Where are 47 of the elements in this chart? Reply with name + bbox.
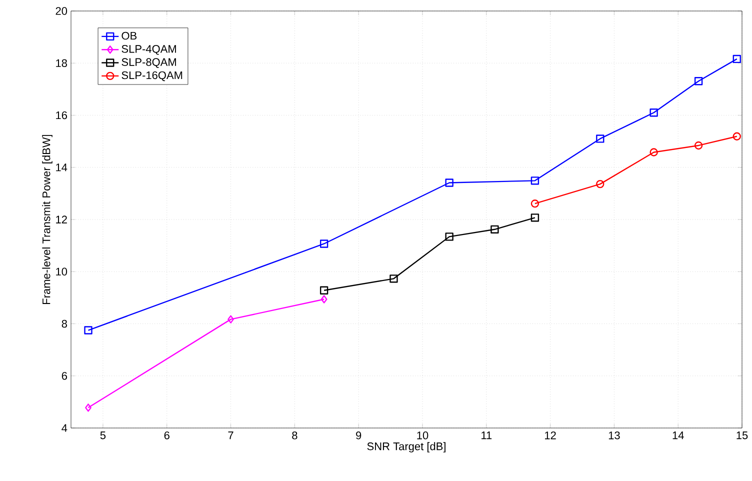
- y-axis-title: Frame-level Transmit Power [dBW]: [42, 134, 52, 304]
- point: [596, 134, 604, 143]
- y-tick-label: 12: [56, 216, 67, 224]
- point: [320, 295, 328, 304]
- y-tick-label: 20: [56, 7, 68, 15]
- point: [490, 225, 499, 234]
- point: [530, 200, 540, 208]
- x-axis-title: SNR Target [dB]: [367, 442, 446, 452]
- x-tick-label: 6: [164, 432, 170, 440]
- point: [530, 176, 540, 185]
- legend-label: OB: [122, 32, 137, 40]
- legend-label: SLP-16QAM: [122, 71, 182, 82]
- x-tick-label: 13: [608, 432, 620, 440]
- point: [390, 274, 398, 283]
- point: [694, 141, 703, 150]
- x-tick-label: 8: [292, 432, 298, 440]
- x-tick-label: 5: [100, 432, 106, 440]
- y-tick-label: 14: [56, 164, 68, 172]
- y-tick-label: 4: [62, 424, 68, 432]
- x-tick-label: 11: [482, 432, 492, 440]
- y-tick-label: 10: [56, 268, 68, 276]
- x-tick-label: 14: [672, 432, 684, 440]
- y-tick-label: 8: [62, 320, 68, 328]
- y-tick-label: 6: [62, 372, 68, 380]
- y-tick-label: 18: [56, 59, 67, 68]
- point: [84, 326, 92, 334]
- point: [445, 232, 454, 241]
- point: [228, 315, 234, 324]
- point: [530, 214, 540, 222]
- legend-label: SLP-4QAM: [122, 45, 176, 55]
- point: [320, 286, 328, 294]
- point: [445, 178, 454, 187]
- x-tick-label: 10: [417, 432, 428, 440]
- point: [694, 77, 703, 86]
- point: [85, 404, 92, 412]
- legend-label: SLP-8QAM: [122, 58, 176, 68]
- x-tick-label: 7: [228, 432, 234, 440]
- point: [650, 108, 658, 117]
- y-tick-label: 16: [56, 111, 67, 120]
- point: [732, 54, 741, 64]
- point: [320, 240, 328, 248]
- x-tick-label: 15: [736, 432, 748, 440]
- x-tick-label: 12: [545, 432, 556, 440]
- point: [650, 148, 658, 156]
- point: [732, 132, 741, 140]
- x-tick-label: 9: [356, 432, 362, 440]
- point: [596, 180, 604, 188]
